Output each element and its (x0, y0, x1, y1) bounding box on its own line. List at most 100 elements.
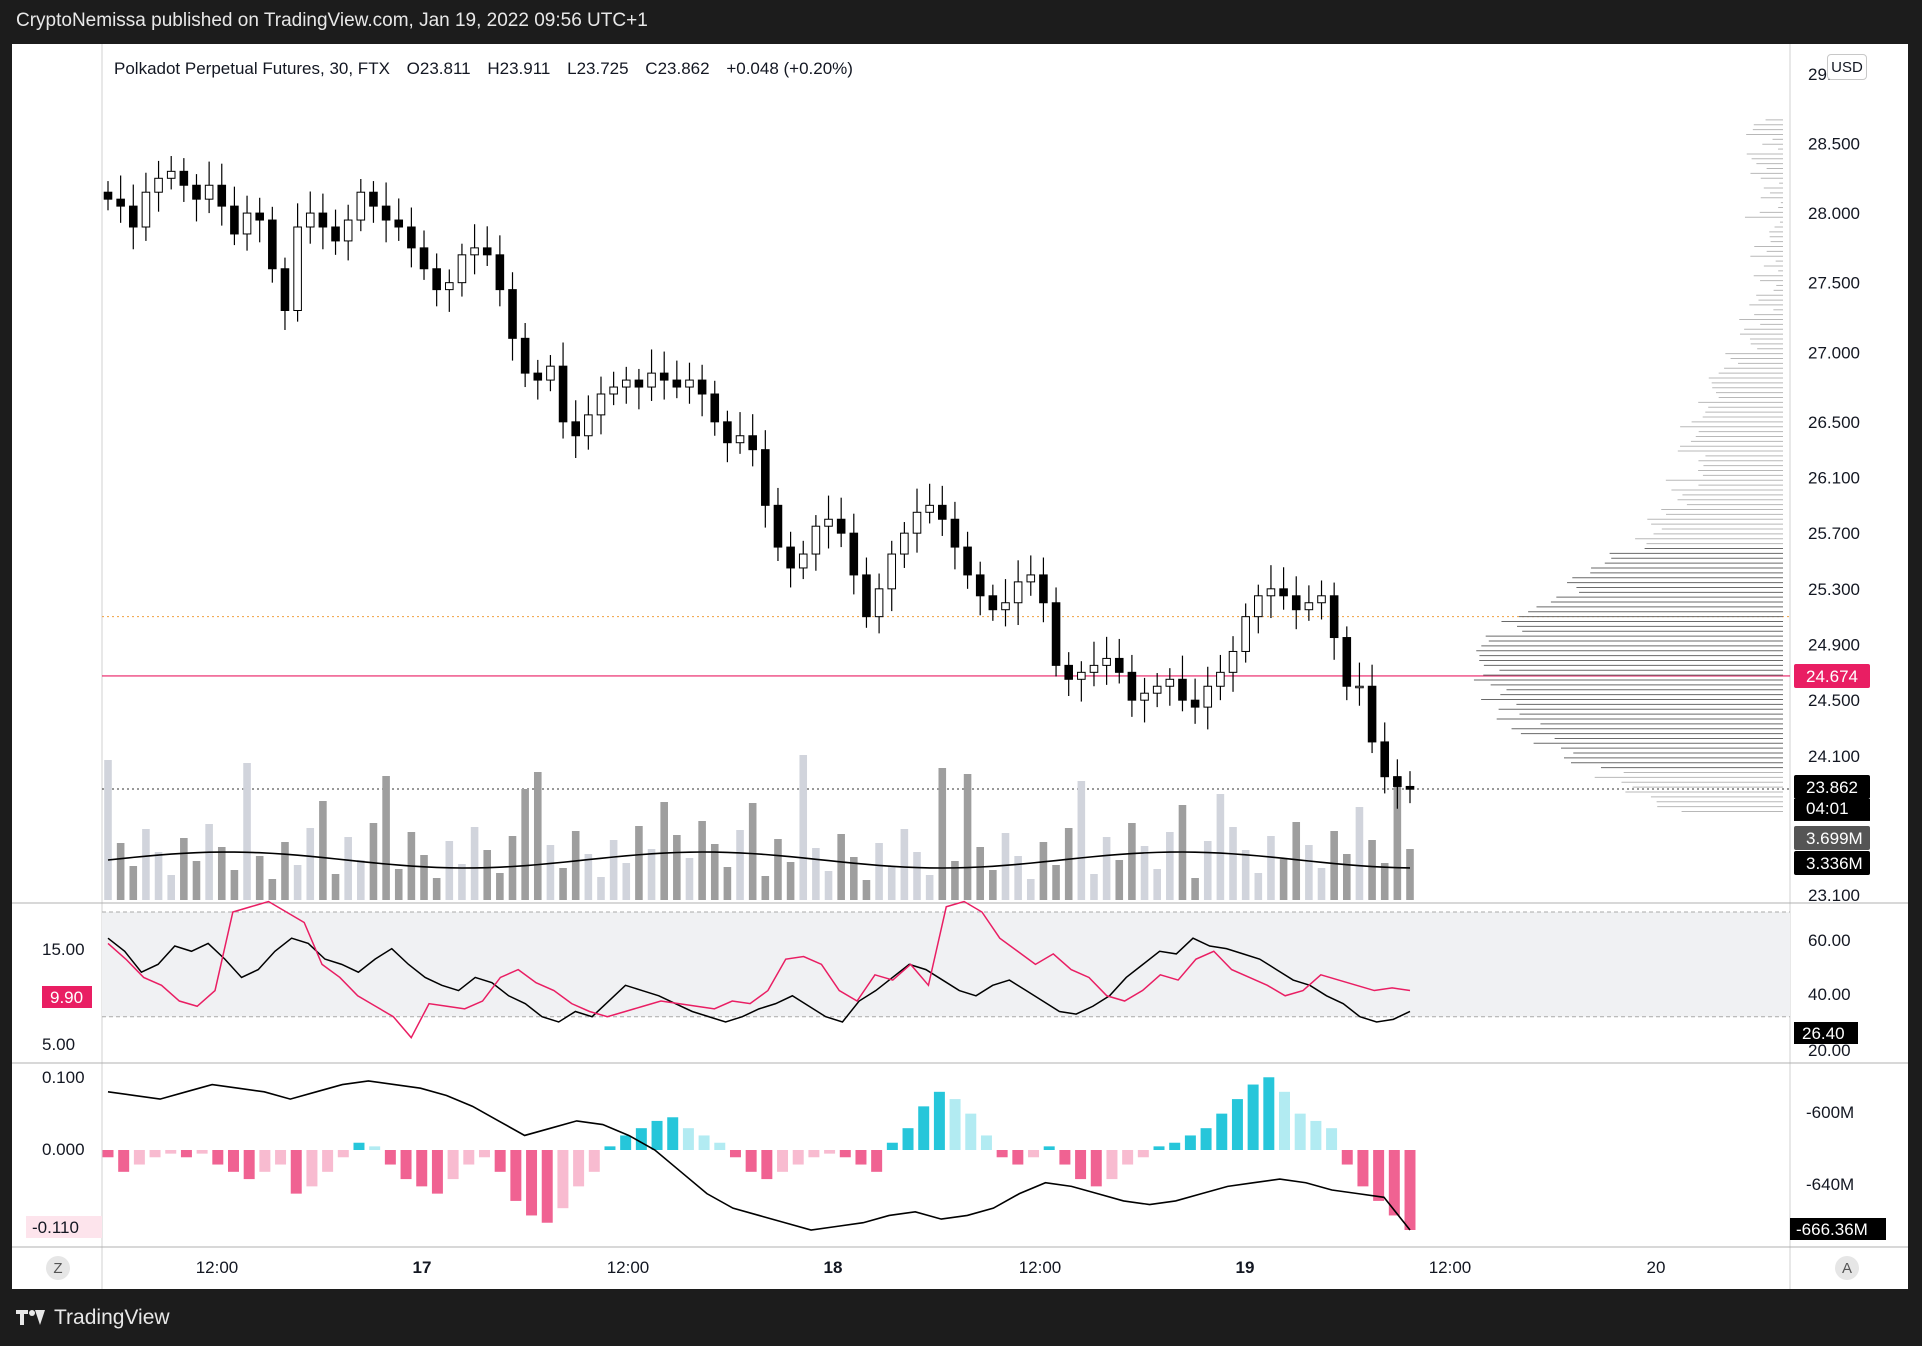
volume-bar (129, 866, 137, 900)
candle-up (1090, 665, 1098, 672)
candle-up (1103, 658, 1111, 665)
candle-up (913, 512, 921, 533)
macd-histogram-bar (1091, 1150, 1102, 1186)
volume-bar (610, 840, 618, 900)
volume-bar (1115, 860, 1123, 900)
volume-bar (913, 852, 921, 900)
tradingview-logo-icon (16, 1308, 48, 1328)
zoom-reset-button[interactable]: Z (46, 1256, 70, 1280)
candle-up (458, 255, 466, 283)
candle-down (951, 519, 959, 547)
volume-bar (496, 873, 504, 900)
x-axis-label: 19 (1236, 1258, 1255, 1277)
candle-down (1179, 679, 1187, 700)
macd-line (108, 1081, 1410, 1230)
macd-histogram-bar (667, 1117, 678, 1150)
volume-bar (926, 875, 934, 900)
auto-scale-button[interactable]: A (1835, 1256, 1859, 1280)
candle-down (989, 596, 997, 610)
candle-down (964, 547, 972, 575)
candle-up (306, 213, 314, 227)
candle-up (812, 526, 820, 554)
candle-up (1217, 672, 1225, 686)
volume-bar (901, 829, 909, 900)
volume-bar (458, 864, 466, 900)
macd-histogram-bar (604, 1146, 615, 1150)
candlesticks (104, 156, 1414, 809)
candle-down (408, 227, 416, 248)
volume-bar (471, 827, 479, 900)
volume-bar (1368, 840, 1376, 900)
candle-up (294, 227, 302, 311)
volume-bar (762, 876, 770, 900)
x-axis-label: 17 (413, 1258, 432, 1277)
price-axis-label: 25.300 (1808, 580, 1860, 599)
volume-bar (1229, 827, 1237, 900)
candle-down (218, 185, 226, 206)
candle-down (762, 450, 770, 506)
macd-histogram-bar (1012, 1150, 1023, 1165)
volume-bar (875, 843, 883, 900)
volume-bar (774, 839, 782, 900)
price-axis-label: 28.000 (1808, 204, 1860, 223)
candle-down (850, 533, 858, 575)
candle-down (496, 255, 504, 290)
volume-bar (1141, 846, 1149, 900)
candle-down (521, 338, 529, 373)
candle-up (597, 394, 605, 415)
candle-up (243, 213, 251, 234)
volume-tag: 3.699M (1806, 829, 1863, 848)
macd-histogram-bar (589, 1150, 600, 1172)
candle-up (875, 589, 883, 617)
volume-bar (698, 821, 706, 900)
macd-histogram-bar (103, 1150, 114, 1157)
macd-histogram-bar (934, 1092, 945, 1150)
volume-bar (1280, 859, 1288, 900)
candle-down (698, 380, 706, 394)
macd-histogram-bar (620, 1135, 631, 1150)
candle-up (1305, 603, 1313, 610)
macd-histogram-bar (150, 1150, 161, 1157)
macd-histogram-bar (526, 1150, 537, 1215)
candle-down (1128, 672, 1136, 700)
volume-bar (1128, 823, 1136, 900)
oscillator-pane (102, 902, 1790, 1038)
volume-bar (1305, 845, 1313, 900)
macd-histogram-bar (353, 1143, 364, 1150)
macd-right-label: -600M (1806, 1103, 1854, 1122)
candle-down (787, 547, 795, 568)
macd-histogram-bar (887, 1143, 898, 1150)
volume-bar (1292, 822, 1300, 900)
candle-down (1065, 665, 1073, 679)
volume-bar (1381, 863, 1389, 900)
volume-bar (1027, 879, 1035, 900)
candle-up (471, 248, 479, 255)
price-axis-label: 26.500 (1808, 413, 1860, 432)
macd-histogram-bar (746, 1150, 757, 1172)
macd-histogram-bar (291, 1150, 302, 1194)
candle-up (1318, 596, 1326, 603)
candle-down (1381, 742, 1389, 777)
candle-up (1002, 603, 1010, 610)
currency-button[interactable]: USD (1827, 54, 1867, 80)
macd-histogram-bar (306, 1150, 317, 1186)
volume-bar (193, 861, 201, 900)
volume-bar (483, 850, 491, 900)
volume-bar (1406, 849, 1414, 900)
price-axis-label: 27.000 (1808, 343, 1860, 362)
candle-down (938, 505, 946, 519)
macd-histogram-bar (369, 1146, 380, 1150)
volume-bar (306, 828, 314, 900)
macd-histogram-bar (652, 1121, 663, 1150)
macd-histogram-bar (714, 1143, 725, 1150)
candle-up (799, 554, 807, 568)
macd-pane (103, 1077, 1416, 1230)
macd-histogram-bar (777, 1150, 788, 1172)
volume-bar (142, 829, 150, 900)
candle-down (420, 248, 428, 269)
candle-up (825, 519, 833, 526)
candle-up (648, 373, 656, 387)
candle-up (1166, 679, 1174, 686)
candle-up (547, 366, 555, 380)
